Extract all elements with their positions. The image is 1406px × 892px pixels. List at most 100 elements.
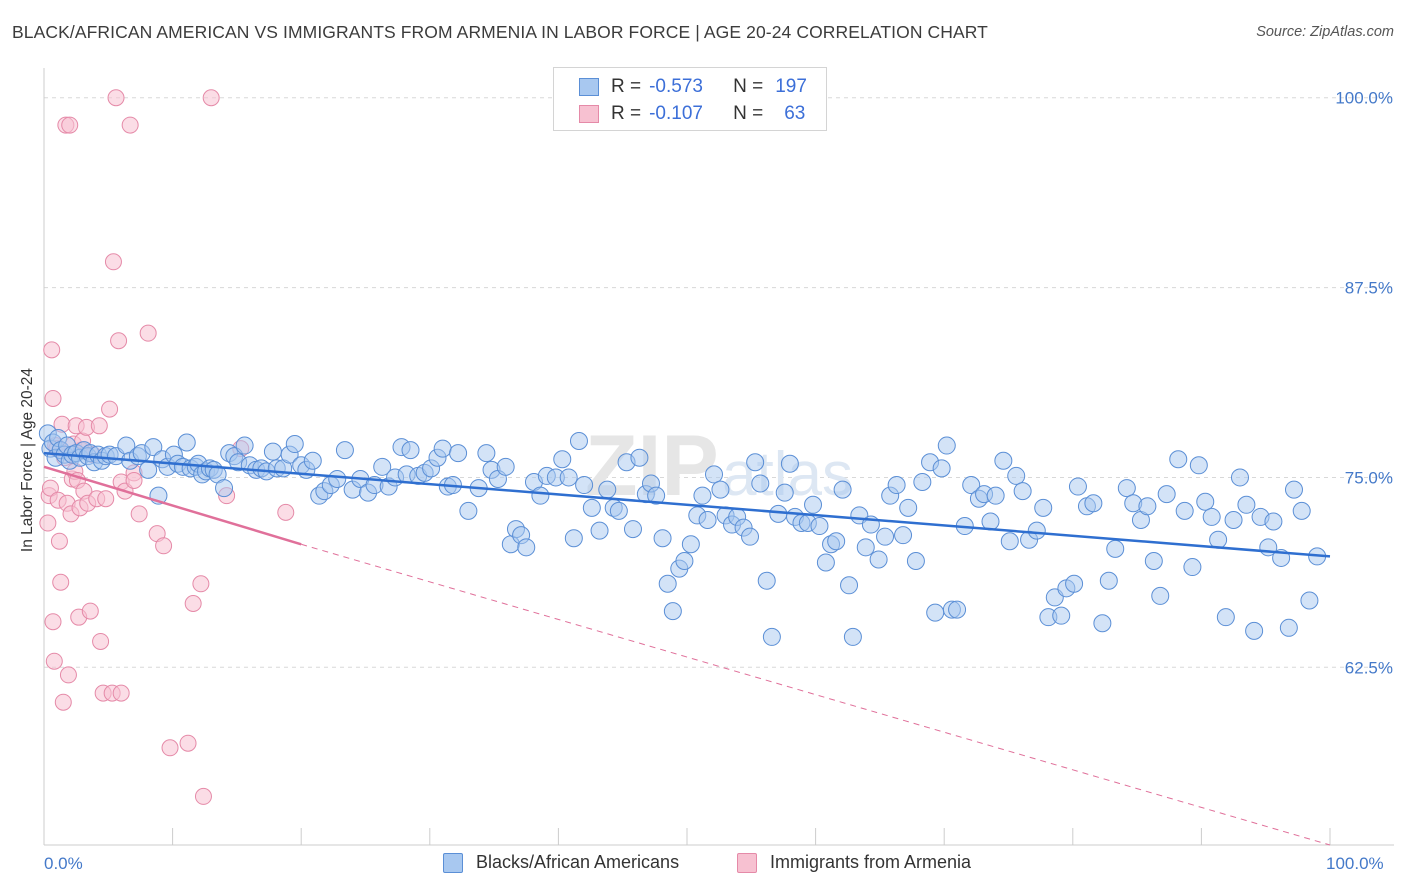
data-point-armenia: [54, 693, 72, 711]
data-point-armenia: [50, 532, 68, 550]
bottom-legend-swatch-pink: [737, 852, 757, 873]
legend-swatch-pink: [579, 105, 599, 123]
data-point-armenia: [101, 400, 119, 418]
data-point-black: [1052, 606, 1071, 625]
data-point-black: [303, 451, 322, 470]
data-point-black: [177, 433, 196, 452]
data-point-black: [575, 476, 594, 495]
data-point-black: [531, 486, 550, 505]
legend-row-black: R = -0.573 N = 197: [554, 73, 807, 101]
data-point-black: [139, 460, 158, 479]
data-point-armenia: [43, 341, 61, 359]
data-point-black: [675, 551, 694, 570]
gridlines: [44, 97, 1394, 668]
data-point-armenia: [130, 505, 148, 523]
data-point-black: [653, 529, 672, 548]
data-point-black: [693, 486, 712, 505]
data-point-black: [937, 436, 956, 455]
legend-n-value: 197: [775, 76, 807, 97]
data-point-black: [1264, 512, 1283, 531]
data-point-black: [698, 510, 717, 529]
data-point-black: [1224, 510, 1243, 529]
y-tick-labels: 62.5% 75.0% 87.5% 100.0%: [1335, 89, 1393, 678]
data-point-black: [869, 550, 888, 569]
data-point-armenia: [202, 89, 220, 107]
data-point-black: [894, 526, 913, 545]
data-point-black: [843, 627, 862, 646]
data-point-black: [335, 441, 354, 460]
data-point-black: [459, 501, 478, 520]
data-point-black: [1189, 456, 1208, 475]
data-point-black: [705, 465, 724, 484]
data-point-black: [598, 480, 617, 499]
data-point-black: [681, 535, 700, 554]
trend-line-armenia-extension: [301, 543, 1331, 846]
data-point-black: [1300, 591, 1319, 610]
data-point-black: [623, 520, 642, 539]
y-tick-label: 75.0%: [1345, 468, 1393, 487]
data-point-black: [986, 486, 1005, 505]
data-point-armenia: [41, 479, 59, 497]
data-point-armenia: [45, 652, 63, 670]
y-tick-label: 87.5%: [1345, 279, 1393, 298]
data-point-black: [285, 435, 304, 454]
data-point-black: [1144, 551, 1163, 570]
data-point-armenia: [81, 602, 99, 620]
trend-line-black: [43, 451, 1331, 558]
data-point-black: [816, 553, 835, 572]
data-point-black: [906, 551, 925, 570]
data-point-black: [762, 627, 781, 646]
legend: R = -0.573 N = 197 R = -0.107 N = 63: [553, 67, 827, 131]
data-point-black: [263, 442, 282, 461]
data-point-black: [876, 527, 895, 546]
chart-title: BLACK/AFRICAN AMERICAN VS IMMIGRANTS FRO…: [12, 22, 988, 42]
legend-r-label: R =: [611, 103, 642, 124]
data-point-armenia: [179, 734, 197, 752]
x-tick-label-min: 0.0%: [44, 854, 83, 873]
data-point-black: [1027, 521, 1046, 540]
data-point-armenia: [110, 332, 128, 350]
data-point-black: [496, 457, 515, 476]
data-point-black: [1209, 530, 1228, 549]
data-point-black: [1284, 480, 1303, 499]
data-point-armenia: [125, 471, 143, 489]
data-point-black: [840, 576, 859, 595]
data-point-black: [913, 473, 932, 492]
legend-swatch-blue: [579, 78, 599, 96]
data-point-black: [401, 441, 420, 460]
data-point-black: [926, 603, 945, 622]
data-point-black: [741, 527, 760, 546]
legend-r-value: -0.107: [649, 103, 703, 124]
data-point-black: [590, 521, 609, 540]
data-point-armenia: [161, 739, 179, 757]
data-point-black: [1106, 539, 1125, 558]
legend-r-label: R =: [611, 76, 642, 97]
data-point-black: [856, 538, 875, 557]
data-point-black: [1007, 466, 1026, 485]
legend-n-label: N =: [733, 76, 764, 97]
data-point-black: [1175, 501, 1194, 520]
data-point-armenia: [277, 503, 295, 521]
data-point-black: [757, 571, 776, 590]
data-point-black: [1065, 574, 1084, 593]
data-point-black: [235, 436, 254, 455]
data-point-armenia: [90, 417, 108, 435]
data-point-black: [810, 517, 829, 536]
data-point-black: [517, 538, 536, 557]
data-point-black: [746, 453, 765, 472]
source-label: Source: ZipAtlas.com: [1256, 24, 1394, 40]
data-point-armenia: [139, 324, 157, 342]
trend-line-armenia: [43, 465, 302, 546]
data-point-black: [564, 529, 583, 548]
data-point-black: [630, 448, 649, 467]
data-point-black: [1245, 621, 1264, 640]
data-point-armenia: [97, 490, 115, 508]
data-point-black: [1099, 571, 1118, 590]
data-point-armenia: [121, 116, 139, 134]
trend-lines: [43, 451, 1331, 846]
series-armenia-points: [39, 89, 295, 805]
data-point-armenia: [107, 89, 125, 107]
data-point-black: [1169, 450, 1188, 469]
data-point-black: [449, 444, 468, 463]
